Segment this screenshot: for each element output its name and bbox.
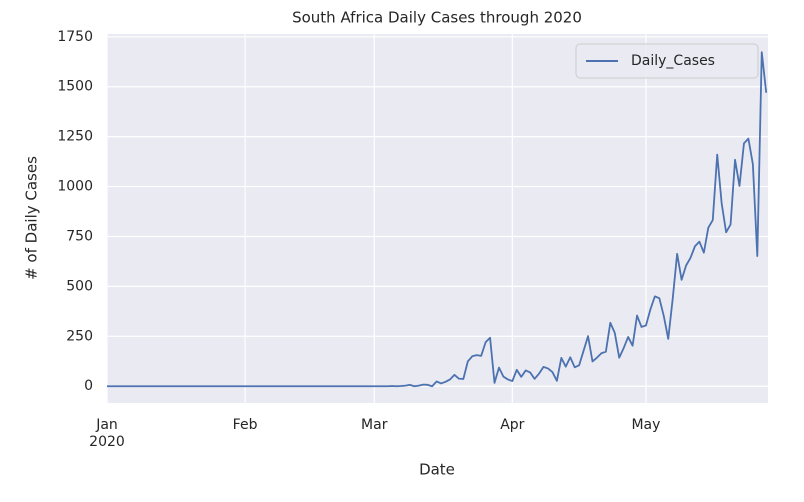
x-tick-label: Mar	[361, 417, 388, 433]
legend-box	[575, 43, 759, 79]
y-tick-label: 500	[66, 278, 93, 294]
y-tick-label: 0	[84, 378, 93, 394]
y-tick-label: 1500	[57, 79, 93, 95]
chart-title: South Africa Daily Cases through 2020	[292, 9, 582, 27]
x-tick-label: Feb	[233, 417, 258, 433]
x-axis-label: Date	[419, 461, 455, 479]
y-tick-label: 750	[66, 228, 93, 244]
y-tick-label: 1000	[57, 179, 93, 195]
legend-label: Daily_Cases	[631, 53, 715, 69]
y-tick-label: 1250	[57, 129, 93, 145]
x-tick-label: Jan 2020	[89, 417, 125, 450]
plot-area	[107, 34, 768, 403]
y-tick-label: 250	[66, 328, 93, 344]
x-tick-label: Apr	[500, 417, 524, 433]
data-line	[107, 51, 768, 388]
y-tick-label: 1750	[57, 29, 93, 45]
x-tick-label: May	[631, 417, 660, 433]
y-axis-label: # of Daily Cases	[23, 156, 41, 280]
